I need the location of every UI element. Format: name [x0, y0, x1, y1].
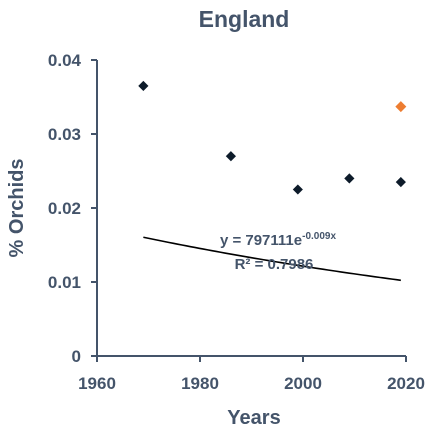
highlight-point: [395, 101, 407, 113]
y-tick-label: 0.02: [48, 199, 81, 218]
axes: [96, 60, 406, 357]
data-point: [343, 172, 356, 185]
x-tick-labels: 1960 1980 2000 2020: [78, 356, 425, 393]
y-tick-label: 0.01: [48, 273, 81, 292]
data-points: [137, 79, 407, 196]
y-tick-labels: 0 0.01 0.02 0.03 0.04: [48, 51, 97, 366]
x-axis-title: Years: [227, 407, 280, 429]
x-tick-label: 2000: [284, 374, 322, 393]
trendline-equation: y = 797111e-0.009x: [220, 231, 337, 249]
data-point: [291, 183, 304, 196]
y-tick-label: 0.03: [48, 125, 81, 144]
x-tick-label: 1980: [181, 374, 219, 393]
trendline: [143, 236, 401, 282]
x-tick-label: 2020: [387, 374, 425, 393]
equation-exponent: -0.009x: [302, 231, 336, 242]
equation-main: y = 797111e: [220, 232, 302, 249]
chart-title: England: [199, 6, 290, 32]
data-point: [394, 176, 407, 189]
data-point: [137, 79, 150, 92]
data-point: [224, 150, 237, 163]
x-tick-label: 1960: [78, 374, 116, 393]
r-squared-label: R² = 0.7986: [235, 256, 314, 273]
y-tick-label: 0.04: [48, 51, 82, 70]
y-axis-title: % Orchids: [6, 159, 28, 258]
y-tick-label: 0: [72, 347, 81, 366]
